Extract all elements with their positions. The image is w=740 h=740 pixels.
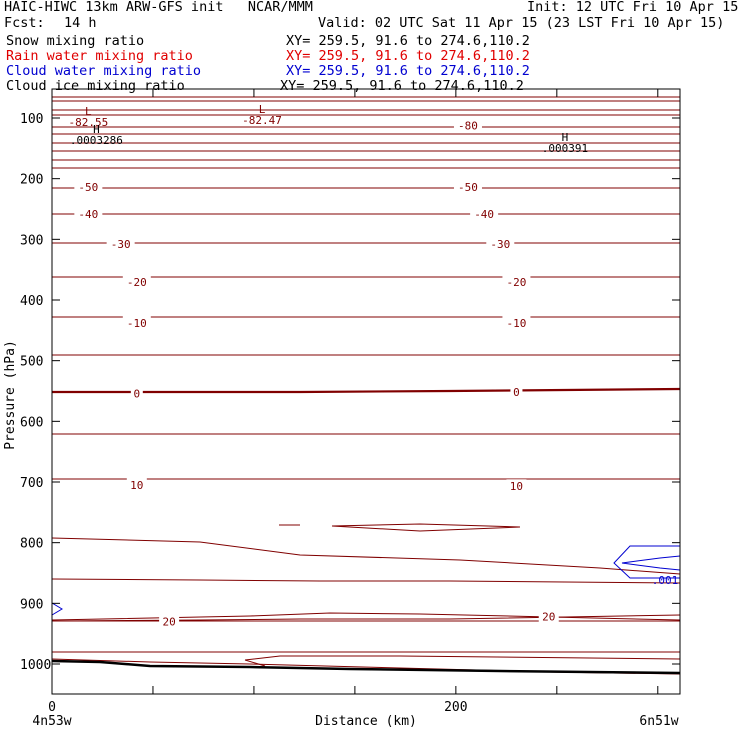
y-tick-label: 700 (20, 476, 43, 491)
isotherm-line (244, 655, 681, 661)
forecast-value: 14 h (64, 15, 97, 31)
contour-label-bg (470, 206, 499, 219)
isotherm-line (51, 612, 681, 621)
contour-label: -50 (458, 181, 478, 194)
x-tick-label: 200 (444, 700, 467, 715)
contour-label: -10 (127, 317, 147, 330)
forecast-label: Fcst: (4, 15, 45, 31)
contour-label-bg (122, 274, 151, 287)
left-endpoint-label: 4n53w (32, 714, 71, 729)
contour-label-bg (453, 118, 482, 131)
contour-label: 0 (133, 387, 140, 400)
contour-label: -40 (474, 208, 494, 221)
contour-label: 20 (542, 611, 555, 624)
contour-label-bg (106, 237, 135, 250)
contour-label: 0 (513, 386, 520, 399)
y-tick-label: 800 (20, 537, 43, 552)
extremum-value: .0003286 (70, 134, 123, 147)
contour-segment (244, 659, 266, 667)
field-snow-name: Snow mixing ratio (6, 33, 145, 49)
y-tick-label: 400 (20, 294, 43, 309)
y-tick-label: 1000 (20, 658, 51, 673)
y-tick-label: 100 (20, 112, 43, 127)
y-axis-label: Pressure (hPa) (3, 340, 18, 450)
field-cloudice-name: Cloud ice mixing ratio (6, 78, 185, 94)
cloud-water-contour (51, 602, 63, 616)
field-cloudwater-name: Cloud water mixing ratio (6, 63, 202, 79)
plot-frame (51, 88, 681, 695)
contour-label-bg (74, 180, 103, 193)
contour-label-bg (486, 237, 515, 250)
contour-label-bg (502, 274, 531, 287)
y-tick-label: 300 (20, 233, 43, 248)
x-axis-label: Distance (km) (315, 714, 417, 729)
x-tick-label: 0 (48, 700, 56, 715)
contour-label: 10 (510, 480, 523, 493)
contour-label-bg (122, 316, 151, 329)
y-tick-label: 600 (20, 415, 43, 430)
y-tick-label: 900 (20, 597, 43, 612)
contour-label-bg (130, 386, 143, 399)
isotherm-line (51, 614, 681, 622)
isotherm-line (51, 578, 681, 584)
extremum-marker: L (85, 105, 92, 118)
extremum-value: .000391 (542, 142, 588, 155)
valid-time: Valid: 02 UTC Sat 11 Apr 15 (23 LST Fri … (318, 15, 725, 31)
extremum-marker: L (259, 103, 266, 116)
contour-lines (51, 88, 681, 675)
contour-label: -20 (506, 276, 526, 289)
field-cloudwater-xy: XY= 259.5, 91.6 to 274.6,110.2 (286, 63, 530, 79)
contour-label: -10 (506, 317, 526, 330)
contour-label: -20 (127, 276, 147, 289)
isotherm-line (51, 537, 681, 575)
cloud-water-contour (613, 545, 680, 579)
contour-label-bg (510, 385, 523, 398)
right-endpoint-label: 6n51w (639, 714, 678, 729)
contour-label-bg (538, 609, 559, 622)
extremum-value: -82.55 (68, 116, 108, 129)
contour-lens (331, 523, 521, 532)
init-time: Init: 12 UTC Fri 10 Apr 15 (527, 0, 739, 15)
contour-label: -50 (78, 181, 98, 194)
y-tick-label: 200 (20, 173, 43, 188)
contour-label-bg (506, 479, 527, 492)
surface-pressure-line (51, 659, 681, 675)
contour-label-bg (74, 206, 103, 219)
extremum-marker: H (562, 131, 569, 144)
field-snow-xy: XY= 259.5, 91.6 to 274.6,110.2 (286, 33, 530, 49)
extremum-marker: H (93, 123, 100, 136)
extremum-value: -82.47 (242, 114, 282, 127)
contour-label: 10 (130, 479, 143, 492)
field-cloudice-xy: XY= 259.5, 91.6 to 274.6,110.2 (280, 78, 524, 94)
field-rain-xy: XY= 259.5, 91.6 to 274.6,110.2 (286, 48, 530, 64)
contour-label: -30 (111, 238, 131, 251)
contour-label: -30 (490, 238, 510, 251)
field-rain-name: Rain water mixing ratio (6, 48, 193, 64)
contour-label-bg (159, 614, 180, 627)
freezing-level-line (52, 387, 681, 394)
chart-title: HAIC-HIWC 13km ARW-GFS init NCAR/MMM (4, 0, 313, 15)
contour-label-bg (502, 316, 531, 329)
contour-label-bg (453, 180, 482, 193)
contour-label-bg (126, 478, 147, 491)
y-tick-label: 500 (20, 355, 43, 370)
cloud-water-contour (621, 555, 681, 571)
cloud-water-label: .001 (652, 574, 679, 587)
contour-label: -40 (78, 208, 98, 221)
contour-label: 20 (162, 616, 175, 629)
contour-label: -80 (458, 119, 478, 132)
contour-labels: -80 -50 -50 -40 -40 -30 -30 -20 -20 -10 -10 0 0 10 10 2… (68, 103, 678, 628)
